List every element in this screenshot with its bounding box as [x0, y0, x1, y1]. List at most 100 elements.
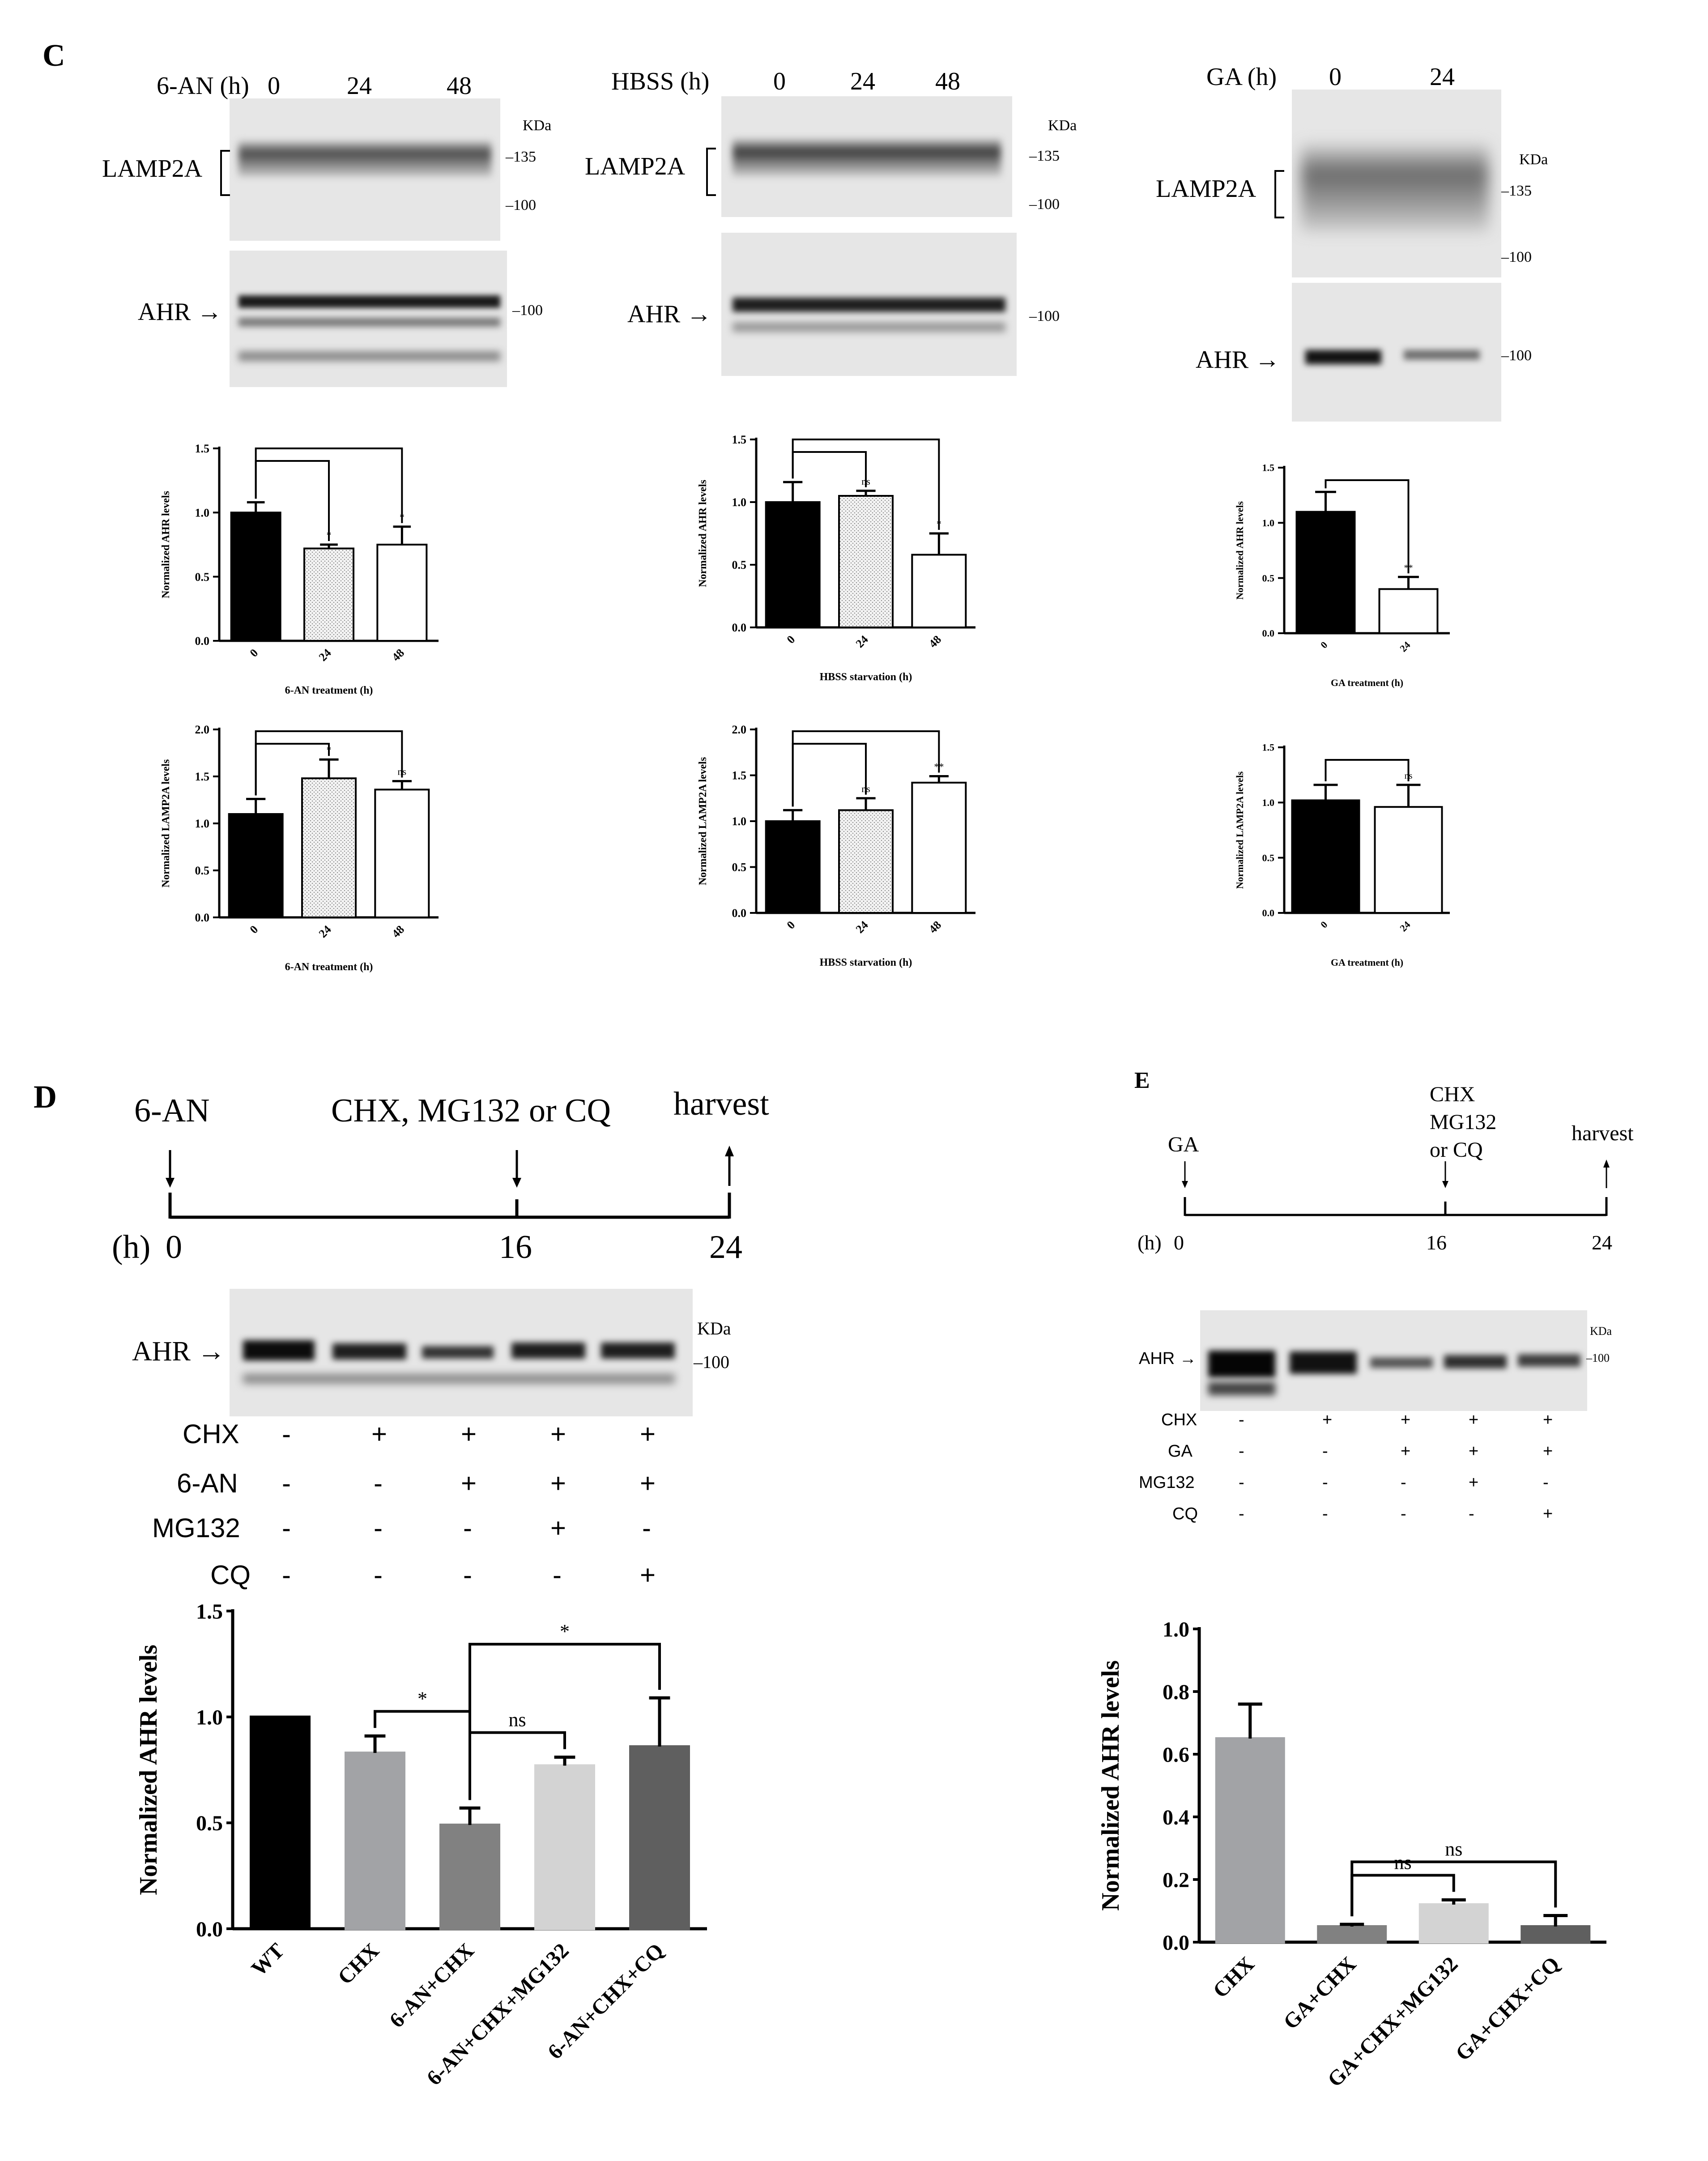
- lane-label: 24: [347, 72, 372, 100]
- bar-WT: [250, 1715, 311, 1930]
- timeline-e: [1182, 1159, 1610, 1216]
- timeline-d: [166, 1146, 734, 1219]
- y-tick-label: 1.0: [1163, 1618, 1189, 1641]
- y-tick-label: 2.0: [732, 723, 747, 736]
- significance-label: ns: [1405, 771, 1413, 781]
- category-label: 48: [389, 646, 407, 664]
- treatment-sign: +: [1543, 1505, 1553, 1523]
- bar-48: [911, 781, 967, 914]
- treatment-sign: -: [463, 1513, 472, 1543]
- treatment-sign: -: [282, 1419, 291, 1449]
- lane-label: 24: [850, 68, 875, 95]
- category-label: 48: [926, 633, 944, 650]
- band-label-lamp2a: LAMP2A: [1156, 175, 1257, 203]
- bracket: [220, 150, 230, 196]
- category-label: 0: [784, 918, 798, 932]
- y-tick-label: 0.8: [1163, 1680, 1189, 1704]
- panel-letter-e: E: [1134, 1068, 1150, 1093]
- kda-unit: KDa: [1590, 1325, 1612, 1338]
- y-axis-label: Normalized LAMP2A levels: [1234, 771, 1245, 889]
- y-tick-label: 0.4: [1163, 1806, 1189, 1829]
- y-tick-label: 1.5: [732, 433, 747, 446]
- treatment-sign: -: [553, 1560, 562, 1590]
- y-tick-label: 1.5: [195, 442, 210, 455]
- bar-6-AN+CHX: [439, 1824, 500, 1931]
- treatment-sign: -: [1469, 1505, 1474, 1523]
- category-label: 0: [1318, 639, 1329, 650]
- bar-48: [376, 544, 428, 642]
- y-tick-label: 0.5: [732, 558, 747, 571]
- treatment-name: MG132: [152, 1513, 240, 1543]
- bar-24: [1378, 588, 1439, 635]
- significance-label: *: [560, 1620, 570, 1642]
- bar-24: [301, 777, 357, 918]
- ahr-blot-e: [1200, 1310, 1587, 1411]
- marker-100: –100: [1029, 308, 1060, 324]
- treatment-sign: +: [550, 1419, 566, 1449]
- bracket: [1274, 170, 1284, 218]
- lane-label: 0: [268, 72, 280, 100]
- bar-6-AN+CHX+CQ: [629, 1745, 690, 1930]
- bar-6-AN+CHX+MG132: [534, 1764, 595, 1930]
- significance-bracket: [469, 1643, 661, 1800]
- lane-label: 24: [1430, 63, 1455, 91]
- blot-condition-label: 6-AN (h): [157, 72, 249, 100]
- timeline-mid-label: CHX MG132 or CQ: [1430, 1083, 1497, 1162]
- chart-lamp2a-6an: 0.0 0.5 1.0 1.5 2.0 Normalized LAMP2A levels 0…: [160, 723, 439, 973]
- marker-100: –100: [694, 1352, 729, 1372]
- marker-100: –100: [506, 197, 536, 213]
- band-label-ahr: AHR →: [1139, 1349, 1197, 1368]
- treatment-sign: -: [282, 1560, 291, 1590]
- ahr-blot-d: [230, 1289, 693, 1416]
- bar-GA+CHX+CQ: [1521, 1925, 1591, 1944]
- ahr-blot: [230, 251, 507, 387]
- band-label-ahr: AHR →: [627, 300, 712, 328]
- y-tick-label: 1.5: [1262, 742, 1275, 753]
- marker-100: –100: [1586, 1351, 1610, 1364]
- x-axis-label: 6-AN treatment (h): [285, 961, 373, 973]
- y-tick-label: 0.0: [1262, 628, 1275, 639]
- y-tick-label: 1.5: [196, 1600, 223, 1624]
- treatment-sign: -: [1239, 1411, 1244, 1429]
- category-label: WT: [247, 1939, 289, 1981]
- treatment-sign: +: [1469, 1473, 1479, 1492]
- band-label-ahr: AHR →: [138, 298, 222, 326]
- y-tick-label: 0.5: [196, 1811, 223, 1835]
- significance-bracket: [1325, 759, 1410, 781]
- bar-24: [303, 547, 354, 642]
- significance-label: ns: [1445, 1838, 1462, 1860]
- kda-unit: KDa: [1519, 151, 1548, 168]
- y-tick-label: 1.5: [195, 770, 210, 783]
- y-axis-label: Normalized AHR levels: [160, 491, 172, 598]
- bracket: [706, 148, 716, 196]
- timeline-mid-label: CHX, MG132 or CQ: [331, 1092, 611, 1129]
- y-tick-label: 0.5: [1262, 572, 1275, 584]
- treatment-sign: +: [550, 1513, 566, 1543]
- bar-24: [838, 495, 894, 628]
- panel-letter-c: C: [43, 38, 65, 73]
- kda-unit: KDa: [1048, 117, 1077, 134]
- treatment-sign: -: [1322, 1442, 1328, 1461]
- significance-bracket: [255, 448, 403, 523]
- ahr-blot: [721, 233, 1017, 376]
- treatment-sign: -: [1401, 1473, 1406, 1492]
- treatment-name: 6-AN: [177, 1468, 238, 1498]
- category-label: 24: [853, 918, 871, 936]
- x-axis-label: 6-AN treatment (h): [285, 685, 373, 696]
- bar-0: [1291, 799, 1360, 914]
- band-label-ahr: AHR →: [132, 1336, 226, 1367]
- marker-135: –135: [1029, 148, 1060, 164]
- treatment-sign: +: [1543, 1442, 1553, 1461]
- lamp2a-blot: [1292, 90, 1501, 277]
- treatment-sign: +: [371, 1419, 388, 1449]
- lamp2a-blot: [721, 96, 1012, 217]
- significance-bracket: [1350, 1860, 1557, 1917]
- significance-bracket: [792, 730, 940, 807]
- y-axis-label: Normalized AHR levels: [1097, 1660, 1124, 1911]
- category-label: CHX: [1209, 1952, 1259, 2003]
- y-tick-label: 0.5: [195, 571, 210, 584]
- treatment-sign: +: [1543, 1411, 1553, 1429]
- y-tick-label: 1.0: [732, 815, 747, 828]
- y-tick-label: 1.0: [195, 817, 210, 830]
- treatment-sign: -: [374, 1468, 383, 1498]
